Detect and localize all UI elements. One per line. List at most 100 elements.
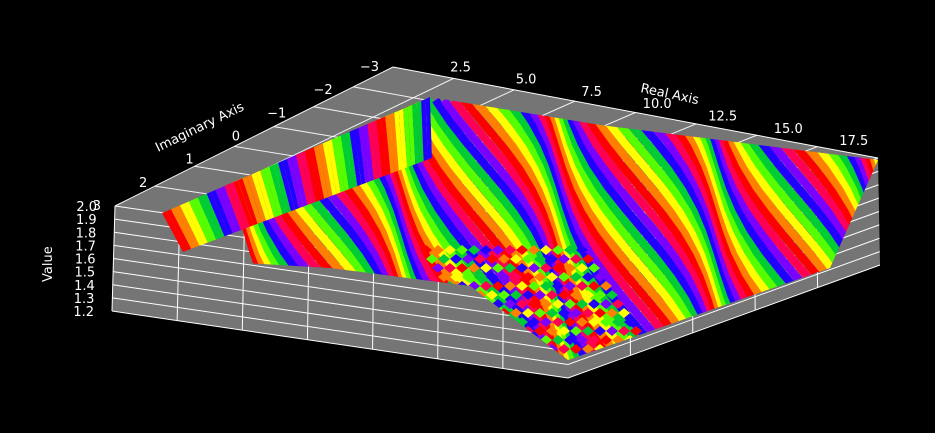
imaginary-axis-tick-label: −2 (313, 83, 332, 98)
surface-facet (474, 254, 486, 264)
surface-facet (606, 290, 618, 300)
value-axis-label: Value (41, 246, 56, 282)
surface-facet (570, 254, 582, 264)
surface-facet (468, 263, 480, 273)
wall-facet (322, 141, 337, 196)
surface-band (868, 98, 878, 360)
surface-facet (510, 272, 522, 282)
surface-facet (504, 281, 516, 291)
surface-facet (540, 317, 552, 327)
surface-facet (618, 326, 630, 336)
surface-facet (570, 326, 582, 336)
surface-facet (546, 272, 558, 282)
surface-facet (600, 317, 612, 327)
surface-facet (498, 290, 510, 300)
surface-facet (612, 299, 624, 309)
wall-facet (179, 203, 204, 246)
surface-facet (510, 308, 522, 318)
wall-facet (345, 131, 358, 188)
surface-facet (468, 245, 480, 255)
wall-facet (220, 185, 242, 232)
surface-band (549, 98, 709, 360)
surface-facet (492, 281, 504, 291)
surface-facet (438, 272, 450, 282)
wall-facet (246, 174, 266, 223)
real-axis-tick-label: 2.5 (450, 60, 471, 75)
surface-facet (552, 335, 564, 345)
surface-facet (546, 308, 558, 318)
wall-facet (242, 176, 262, 224)
wall-facet (287, 156, 304, 209)
value-axis-tick-label: 1.4 (74, 279, 95, 294)
surface-facet (588, 263, 600, 273)
surface-facet (564, 245, 576, 255)
surface-facet (594, 308, 606, 318)
surface-facet (432, 263, 444, 273)
surface-band (513, 97, 668, 360)
wall-facet (211, 189, 233, 235)
surface-facet (570, 344, 582, 354)
surface-facet (438, 254, 450, 264)
surface-facet (552, 299, 564, 309)
wall-facet (184, 201, 208, 245)
surface-facet (576, 335, 588, 345)
wall-facet (291, 155, 308, 207)
surface-facet (630, 326, 642, 336)
surface-facet (594, 272, 606, 282)
surface-facet (534, 290, 546, 300)
wall-facet (193, 197, 217, 242)
surface-band (872, 98, 878, 360)
real-axis-ticks: 2.5 5.0 7.5 10.0 12.5 15.0 17.5 (450, 60, 868, 149)
real-axis-tick-label: 7.5 (581, 85, 602, 100)
wall-facet (389, 112, 399, 173)
wall-facet (412, 102, 420, 165)
surface-facet (510, 290, 522, 300)
surface-facet (540, 245, 552, 255)
surface-band (553, 98, 714, 360)
wall-facet (331, 137, 345, 193)
surface-facet (498, 254, 510, 264)
wall-facet (162, 211, 188, 252)
wall-facet (202, 193, 225, 238)
surface-facet (582, 344, 594, 354)
wall-facet (340, 133, 354, 190)
wall-facet (354, 127, 366, 185)
imaginary-axis-tick-label: 1 (185, 153, 193, 168)
value-axis-tick-label: 1.5 (74, 266, 95, 281)
surface-facet (600, 299, 612, 309)
value-axis-tick-label: 1.7 (75, 239, 96, 254)
surface-facet (492, 263, 504, 273)
wall-facet (264, 166, 283, 216)
surface-facet (528, 299, 540, 309)
surface-facet (576, 263, 588, 273)
wall-facet (296, 153, 312, 205)
surface-facet (540, 263, 552, 273)
wall-facet (367, 122, 379, 180)
imaginary-axis-tick-label: 3 (93, 199, 101, 214)
surface-facet (426, 254, 438, 264)
imaginary-axis-tick-label: −1 (267, 106, 286, 121)
surface-facet (528, 281, 540, 291)
surface-facet (528, 263, 540, 273)
grid-line (112, 251, 880, 366)
surface-facet (582, 272, 594, 282)
surface-facet (558, 308, 570, 318)
surface-facet (462, 272, 474, 282)
value-axis-tick-label: 1.6 (75, 253, 96, 268)
surface-facet (558, 326, 570, 336)
value-axis-tick-label: 2.0 (76, 200, 97, 215)
surface-facet (486, 254, 498, 264)
surface-facet (558, 254, 570, 264)
wall-facet (304, 149, 320, 202)
surface-facet (546, 254, 558, 264)
wall-facet (371, 120, 383, 179)
surface-facet (564, 263, 576, 273)
surface-facet (516, 299, 528, 309)
surface-facet (564, 335, 576, 345)
left-front-pane (112, 206, 568, 378)
surface-facet (522, 272, 534, 282)
wall-facet (358, 126, 370, 184)
wall-facet (188, 199, 213, 243)
surface-facet (552, 245, 564, 255)
